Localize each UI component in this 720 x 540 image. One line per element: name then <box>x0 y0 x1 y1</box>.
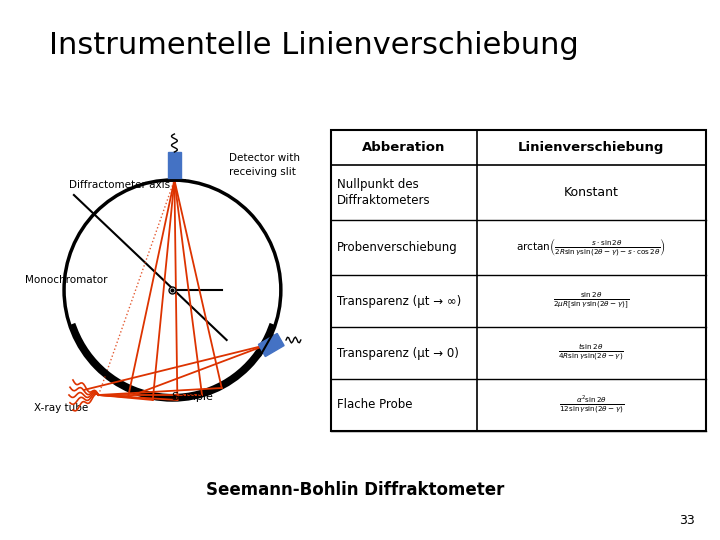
Text: Transparenz (μt → 0): Transparenz (μt → 0) <box>337 347 459 360</box>
Text: Abberation: Abberation <box>362 141 446 154</box>
Text: Seemann-Bohlin Diffraktometer: Seemann-Bohlin Diffraktometer <box>206 481 504 499</box>
Bar <box>331 130 706 431</box>
Text: Transparenz (μt → ∞): Transparenz (μt → ∞) <box>337 294 462 307</box>
Bar <box>258 333 284 356</box>
Text: Detector with
receiving slit: Detector with receiving slit <box>229 153 300 177</box>
Text: Probenverschiebung: Probenverschiebung <box>337 241 458 254</box>
Text: Nullpunkt des
Diffraktometers: Nullpunkt des Diffraktometers <box>337 178 431 207</box>
Text: 33: 33 <box>679 514 695 527</box>
Text: Konstant: Konstant <box>564 186 618 199</box>
Text: Flache Probe: Flache Probe <box>337 399 413 411</box>
Text: Linienverschiebung: Linienverschiebung <box>518 141 665 154</box>
Text: $\arctan\!\left(\frac{s\cdot\sin 2\theta}{2R\sin\gamma\sin(2\theta-\gamma)-s\cdo: $\arctan\!\left(\frac{s\cdot\sin 2\theta… <box>516 237 666 259</box>
Text: Diffractometer axis: Diffractometer axis <box>69 180 170 190</box>
Bar <box>168 152 181 180</box>
Text: $\frac{t\sin 2\theta}{4R\sin\gamma\sin(2\theta-\gamma)}$: $\frac{t\sin 2\theta}{4R\sin\gamma\sin(2… <box>558 343 624 363</box>
Text: Instrumentelle Linienverschiebung: Instrumentelle Linienverschiebung <box>49 30 579 59</box>
Text: Monochromator: Monochromator <box>24 275 107 285</box>
Text: X-ray tube: X-ray tube <box>35 403 89 413</box>
Text: Sample: Sample <box>171 392 213 402</box>
Text: $\frac{\sin 2\theta}{2\mu R[\sin\gamma\sin(2\theta-\gamma)]}$: $\frac{\sin 2\theta}{2\mu R[\sin\gamma\s… <box>553 291 629 311</box>
Text: $\frac{\alpha^2\sin 2\theta}{12\sin\gamma\sin(2\theta-\gamma)}$: $\frac{\alpha^2\sin 2\theta}{12\sin\gamm… <box>559 394 624 416</box>
